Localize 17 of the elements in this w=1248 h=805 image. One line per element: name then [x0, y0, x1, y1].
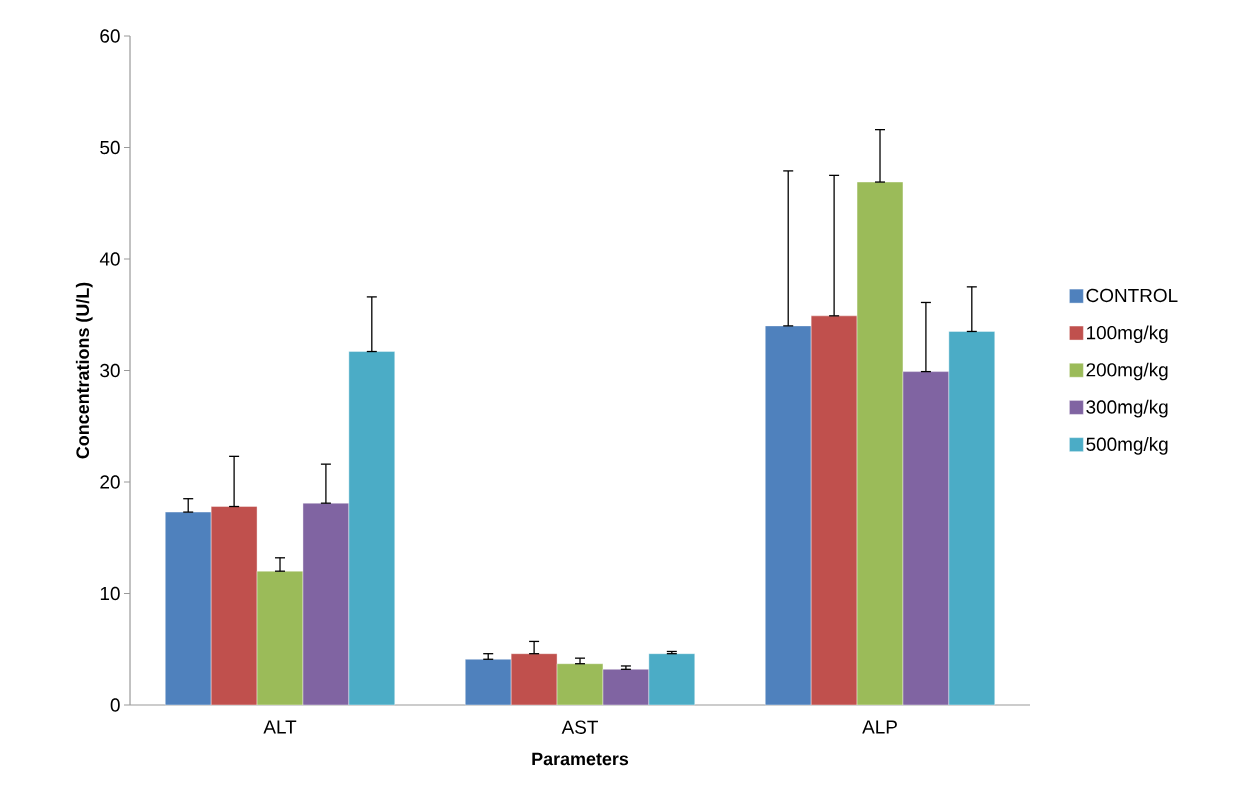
y-tick-label: 0 [110, 698, 120, 712]
legend-label: CONTROL [1086, 288, 1178, 303]
y-tick-label: 30 [100, 363, 120, 378]
legend-label: 200mg/kg [1086, 362, 1168, 381]
legend-label: 300mg/kg [1086, 399, 1168, 418]
x-tick-label: ALP [862, 720, 897, 734]
y-tick-label: 10 [100, 586, 120, 601]
x-tick-label: AST [561, 720, 598, 734]
x-tick-label: ALT [263, 720, 297, 734]
x-axis-title: Parameters [532, 752, 629, 766]
y-tick-label: 20 [100, 475, 120, 489]
y-tick-label: 40 [99, 252, 120, 266]
legend-label: 500mg/kg [1086, 437, 1168, 455]
y-tick-label: 50 [100, 140, 120, 155]
legend-label: 100mg/kg [1087, 325, 1168, 344]
y-tick-label: 60 [100, 29, 120, 43]
y-axis-title: Concentrations (U/L) [75, 282, 93, 459]
